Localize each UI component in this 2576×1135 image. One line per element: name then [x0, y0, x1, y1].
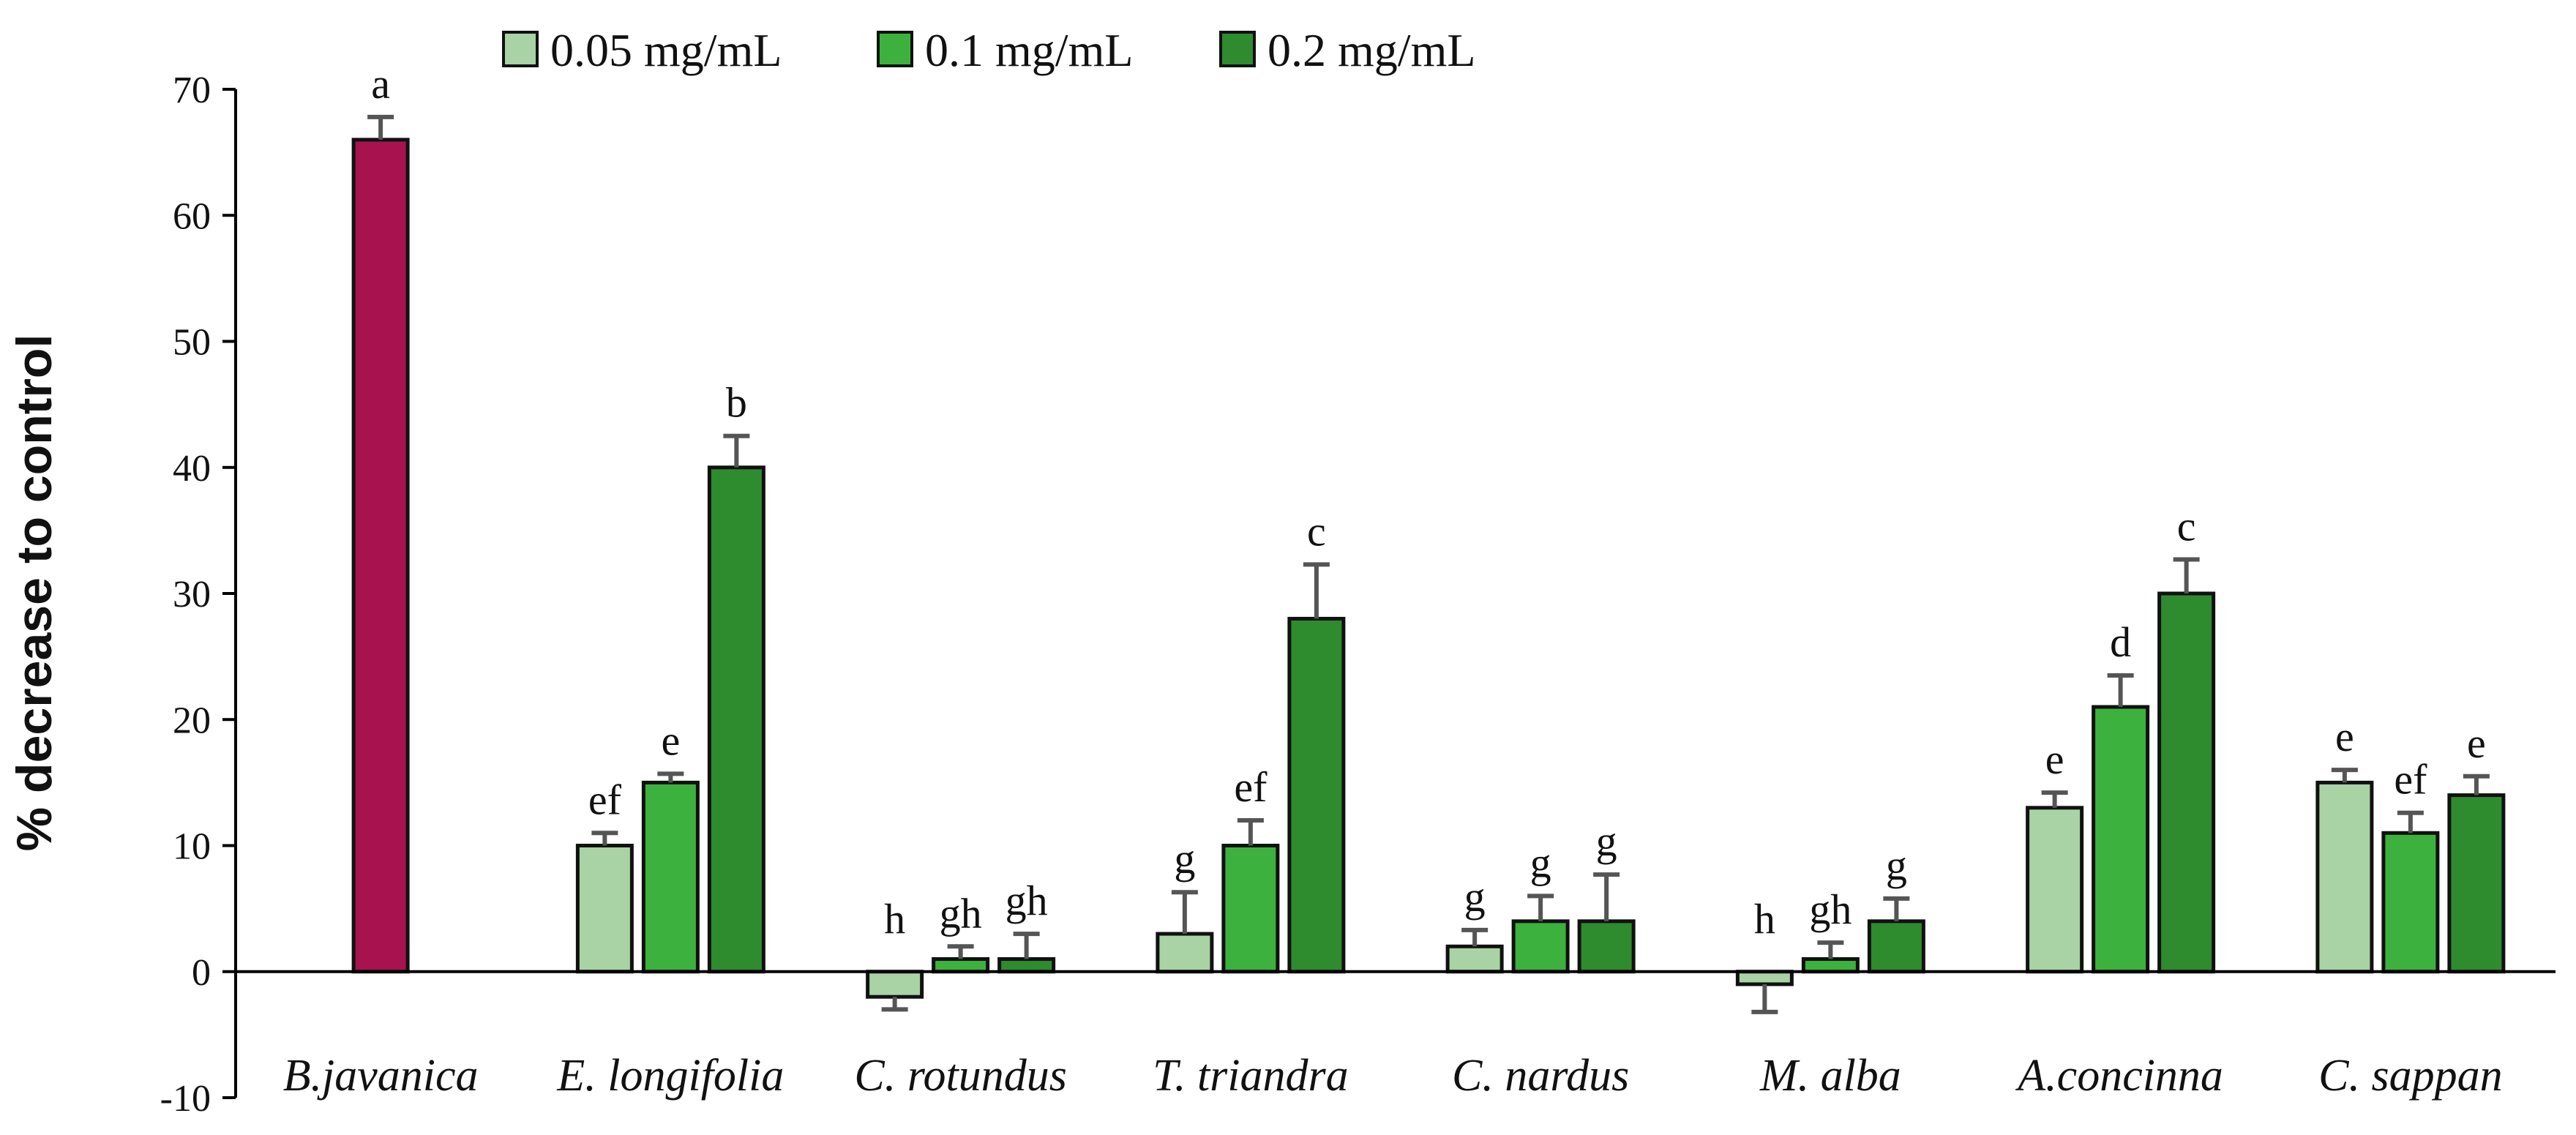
significance-label: ef — [588, 776, 622, 823]
bar — [1511, 919, 1570, 974]
bar — [1445, 944, 1504, 974]
legend-label: 0.1 mg/mL — [925, 24, 1133, 76]
y-tick-label: 20 — [173, 700, 211, 741]
bar — [351, 138, 410, 974]
y-tick-label: 10 — [173, 826, 211, 868]
bar-group: gef c — [1156, 507, 1346, 974]
significance-label: gh — [1006, 877, 1048, 924]
bar — [1156, 932, 1214, 974]
bar-group: a — [351, 60, 410, 974]
bar — [707, 465, 765, 974]
significance-label: g — [1174, 835, 1195, 883]
significance-label: e — [662, 716, 681, 764]
legend-swatch — [502, 31, 539, 67]
bar-group: h gh gh — [866, 877, 1056, 1012]
y-tick-label: -10 — [160, 1078, 211, 1120]
category-label: E. longifolia — [556, 1051, 784, 1101]
legend-swatch — [1219, 31, 1256, 67]
y-tick-label: 70 — [173, 70, 211, 111]
bar — [1287, 616, 1346, 974]
bar — [2026, 806, 2084, 974]
significance-label: ef — [2394, 756, 2427, 804]
significance-label: g — [1886, 842, 1907, 889]
bar — [866, 970, 924, 999]
significance-label: h — [1754, 895, 1775, 943]
bar — [1867, 919, 1925, 974]
bar — [2157, 591, 2216, 974]
significance-label: b — [726, 379, 747, 427]
bar — [641, 780, 700, 974]
bar — [1801, 957, 1860, 974]
category-label: C. sappan — [2318, 1051, 2502, 1101]
y-tick-label: 60 — [173, 195, 211, 237]
y-axis: -10 0 10 20 30 40 50 60 70 — [160, 70, 237, 1120]
bar — [1735, 970, 1794, 986]
significance-label: c — [1307, 507, 1326, 555]
y-axis-label: % decrease to control — [7, 334, 62, 852]
significance-label: ef — [1234, 763, 1268, 811]
significance-label: a — [371, 60, 390, 108]
bar — [2447, 793, 2506, 974]
category-label: B.javanica — [283, 1051, 479, 1101]
bar — [932, 957, 990, 974]
category-label: A.concinna — [2015, 1051, 2223, 1101]
significance-label: e — [2467, 719, 2486, 767]
y-tick-label: 50 — [173, 322, 211, 364]
significance-label: g — [1530, 839, 1551, 886]
category-label: C. nardus — [1452, 1051, 1629, 1101]
category-label: C. rotundus — [854, 1051, 1067, 1101]
legend-swatch — [877, 31, 913, 67]
bar — [2315, 780, 2374, 974]
legend: 0.05 mg/mL 0.1 mg/mL 0.2 mg/mL — [502, 24, 1475, 76]
bar — [1577, 919, 1636, 974]
significance-label: gh — [1809, 885, 1852, 933]
bar — [575, 844, 634, 974]
legend-item: 0.2 mg/mL — [1219, 24, 1475, 76]
y-tick-label: 0 — [192, 952, 211, 994]
significance-label: g — [1596, 817, 1617, 865]
y-tick-label: 30 — [173, 574, 211, 615]
bar-group: h ghg — [1735, 842, 1925, 1014]
bar — [2092, 705, 2150, 974]
category-label: T. triandra — [1153, 1051, 1349, 1101]
legend-label: 0.2 mg/mL — [1268, 24, 1475, 76]
legend-item: 0.05 mg/mL — [502, 24, 782, 76]
legend-item: 0.1 mg/mL — [877, 24, 1133, 76]
bar-group: e d c — [2026, 502, 2216, 974]
significance-label: c — [2177, 502, 2196, 550]
category-label: M. alba — [1759, 1051, 1901, 1101]
significance-label: h — [884, 895, 905, 943]
bar — [1221, 844, 1280, 974]
bar — [2381, 831, 2440, 974]
significance-label: g — [1464, 873, 1486, 921]
category-labels: B.javanica E. longifolia C. rotundus T. tri… — [283, 1051, 2503, 1101]
significance-label: e — [2335, 713, 2354, 760]
legend-label: 0.05 mg/mL — [550, 24, 782, 76]
bar-group: gg g — [1445, 817, 1636, 974]
y-tick-label: 40 — [173, 448, 211, 490]
significance-label: d — [2110, 618, 2131, 666]
significance-label: gh — [940, 889, 982, 937]
bar — [997, 957, 1056, 974]
bar-group: efe b — [575, 379, 765, 974]
significance-label: e — [2045, 735, 2064, 783]
